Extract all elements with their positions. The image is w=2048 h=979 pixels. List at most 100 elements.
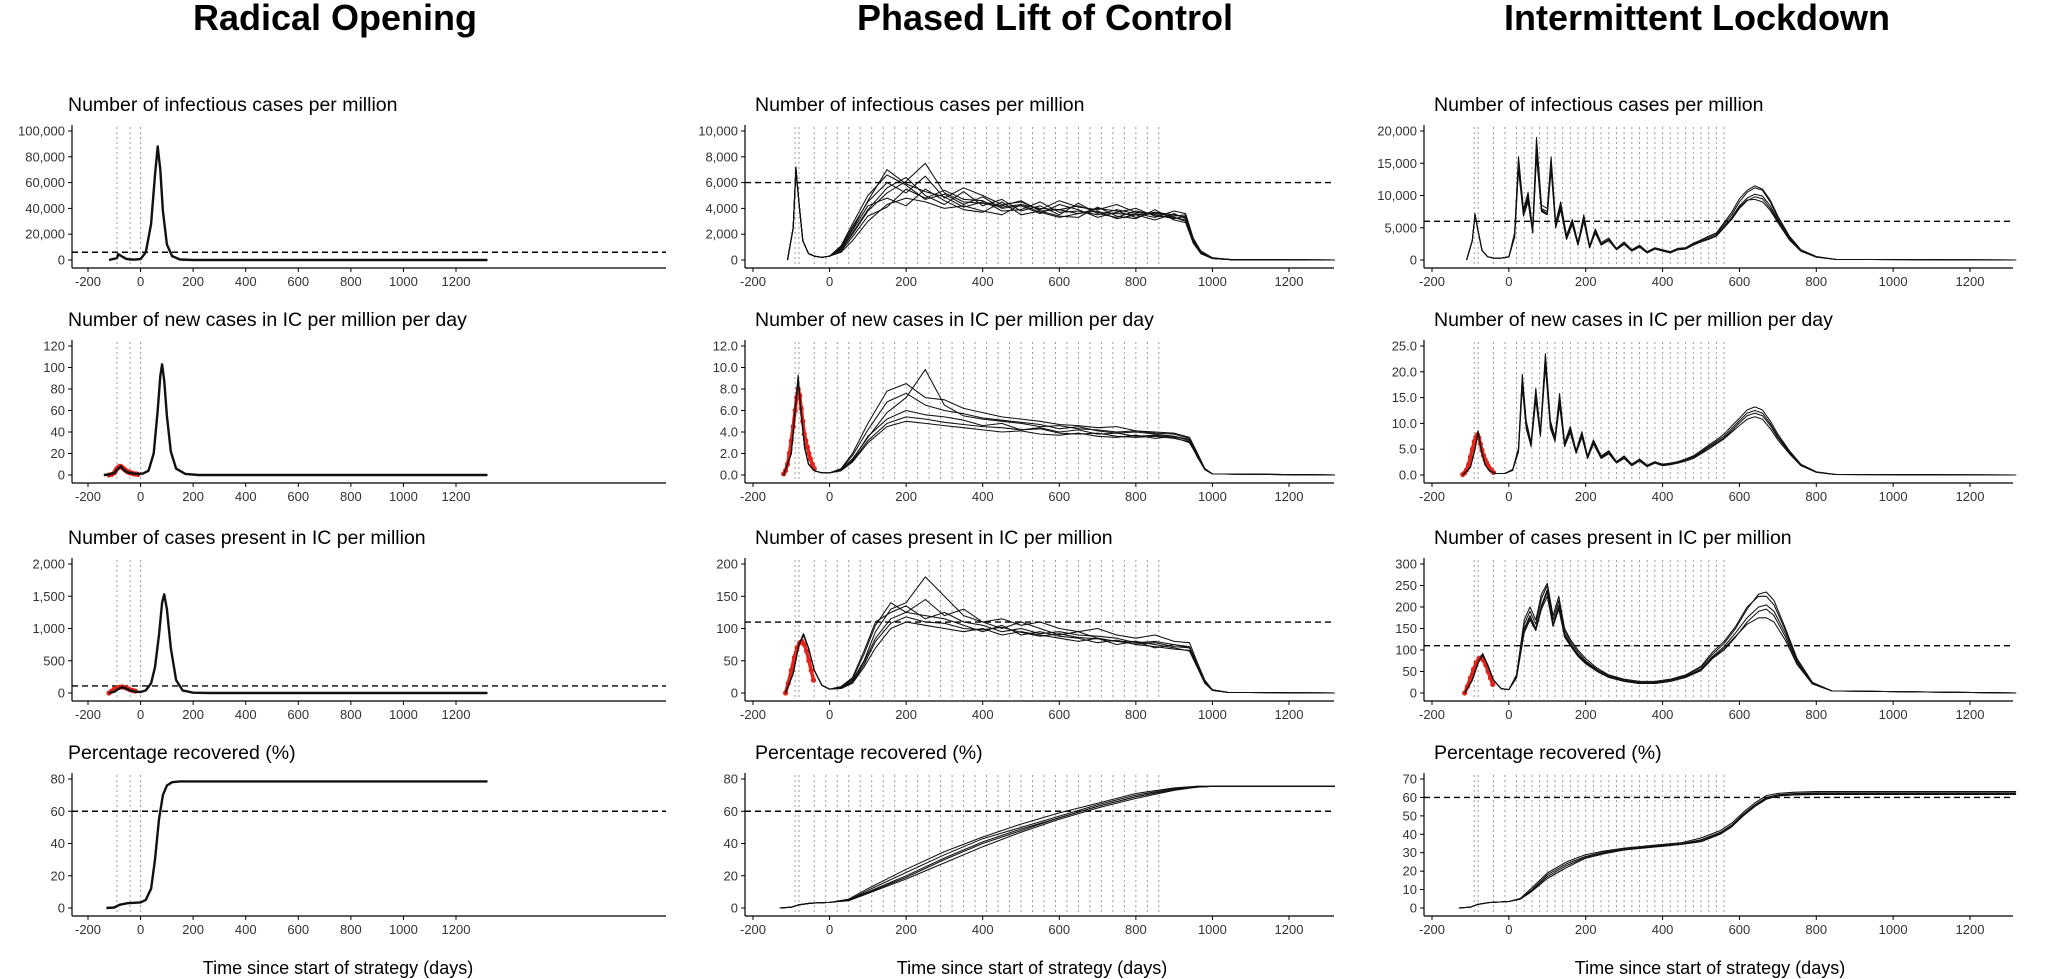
panel-3-2-y-tick-label: 0.0 xyxy=(1399,468,1417,483)
panel-1-4-x-tick-label: 1200 xyxy=(442,922,471,937)
panel-3-1-x-tick-label: 1000 xyxy=(1879,274,1908,289)
panel-1-3-x-tick-label: -200 xyxy=(75,707,101,722)
panel-2-1-x-tick-label: 400 xyxy=(972,274,994,289)
panel-2-2-x-tick-label: 600 xyxy=(1048,489,1070,504)
panel-2-1-x-tick-label: 800 xyxy=(1125,274,1147,289)
column-title-radical-opening: Radical Opening xyxy=(193,0,477,38)
panel-1-2-y-tick-label: 60 xyxy=(51,403,65,418)
panel-2-3-x-tick-label: 600 xyxy=(1048,707,1070,722)
panel-1-4-x-tick-label: 600 xyxy=(287,922,309,937)
panel-2-2-series-1 xyxy=(783,369,1335,476)
panel-1-2-y-tick-label: 100 xyxy=(43,360,65,375)
panel-3-2-x-tick-label: 600 xyxy=(1729,489,1751,504)
panel-3-2-series-4 xyxy=(1462,360,2017,476)
panel-3-2-y-tick-label: 10.0 xyxy=(1392,416,1417,431)
panel-3-1-y-tick-label: 5,000 xyxy=(1384,220,1417,235)
panel-1-1-x-tick-label: 1000 xyxy=(389,274,418,289)
panel-1-4-x-tick-label: 800 xyxy=(340,922,362,937)
panel-3-4-x-tick-label: 200 xyxy=(1575,922,1597,937)
panel-3-4-y-tick-label: 20 xyxy=(1403,864,1417,879)
panel-1-4: Percentage recovered (%) 0 20 40 60 80 -200 0 20… xyxy=(51,742,666,937)
panel-3-4-y-tick-label: 10 xyxy=(1403,882,1417,897)
panel-1-1-x-tick-label: 200 xyxy=(182,274,204,289)
panel-2-2-title: Number of new cases in IC per million pe… xyxy=(755,309,1154,331)
panel-3-1: Number of infectious cases per million 0 5… xyxy=(1377,94,2017,289)
panel-2-2-y-tick-label: 0.0 xyxy=(720,468,738,483)
panel-2-1-x-tick-label: 200 xyxy=(895,274,917,289)
panel-2-1-x-tick-label: -200 xyxy=(740,274,766,289)
panel-1-4-x-tick-label: 400 xyxy=(235,922,257,937)
panel-2-2-x-tick-label: 0 xyxy=(826,489,833,504)
panel-3-3-x-tick-label: 0 xyxy=(1505,707,1512,722)
panel-2-4-series-4 xyxy=(779,785,1335,909)
panel-3-1-series-5 xyxy=(1466,156,2017,261)
panel-3-4-series-2 xyxy=(1458,793,2017,909)
panel-3-2-x-tick-label: 800 xyxy=(1805,489,1827,504)
panel-1-4-series-1 xyxy=(106,780,488,910)
panel-3-1-title: Number of infectious cases per million xyxy=(1434,94,1763,116)
panel-2-2-y-tick-label: 10.0 xyxy=(713,360,738,375)
panel-1-3: Number of cases present in IC per millio… xyxy=(32,527,666,722)
panel-3-3-x-tick-label: 600 xyxy=(1729,707,1751,722)
panel-2-2-x-tick-label: 200 xyxy=(895,489,917,504)
panel-2-2-x-tick-label: -200 xyxy=(740,489,766,504)
panel-2-1-y-tick-label: 8,000 xyxy=(705,149,738,164)
panel-2-2-series-5 xyxy=(783,379,1335,476)
panel-3-2-y-tick-label: 20.0 xyxy=(1392,364,1417,379)
panel-1-3-y-tick-label: 1,000 xyxy=(32,621,65,636)
panel-2-3-y-tick-label: 200 xyxy=(716,557,738,572)
panel-1-3-x-tick-label: 600 xyxy=(287,707,309,722)
panel-3-1-y-tick-label: 0 xyxy=(1410,253,1417,268)
panel-1-3-y-tick-label: 500 xyxy=(43,653,65,668)
panel-2-3-series-3 xyxy=(785,598,1335,694)
panel-2-1-y-tick-label: 0 xyxy=(731,253,738,268)
panel-1-4-y-tick-label: 80 xyxy=(51,772,65,787)
panel-2-4-x-tick-label: 600 xyxy=(1048,922,1070,937)
panel-2-2-x-tick-label: 1000 xyxy=(1198,489,1227,504)
panel-1-1-x-tick-label: 1200 xyxy=(442,274,471,289)
panel-1-3-y-tick-label: 1,500 xyxy=(32,589,65,604)
panel-2-4-y-tick-label: 0 xyxy=(731,901,738,916)
panel-2-3-x-tick-label: 1000 xyxy=(1198,707,1227,722)
panel-3-2-x-tick-label: 1200 xyxy=(1956,489,1985,504)
panel-1-1-title: Number of infectious cases per million xyxy=(68,94,397,116)
panel-1-2-x-tick-label: 400 xyxy=(235,489,257,504)
panel-2-1-x-tick-label: 600 xyxy=(1048,274,1070,289)
panel-1-3-y-tick-label: 2,000 xyxy=(32,557,65,572)
panel-3-4-x-tick-label: -200 xyxy=(1419,922,1445,937)
panel-1-3-title: Number of cases present in IC per millio… xyxy=(68,527,426,549)
panel-3-1-series-2 xyxy=(1466,153,2017,261)
panel-1-1-x-tick-label: 600 xyxy=(287,274,309,289)
panel-2-4-series-2 xyxy=(779,785,1335,909)
panel-2-4-x-tick-label: 200 xyxy=(895,922,917,937)
panel-1-2-y-tick-label: 120 xyxy=(43,339,65,354)
panel-2-2-y-tick-label: 8.0 xyxy=(720,382,738,397)
panel-1-4-title: Percentage recovered (%) xyxy=(68,742,296,764)
panel-1-2-y-tick-label: 40 xyxy=(51,425,65,440)
panel-2-3-x-tick-label: 800 xyxy=(1125,707,1147,722)
panel-3-3-y-tick-label: 150 xyxy=(1395,621,1417,636)
panel-3-4-x-tick-label: 0 xyxy=(1505,922,1512,937)
panel-3-2-x-tick-label: 200 xyxy=(1575,489,1597,504)
panel-2-2-y-tick-label: 2.0 xyxy=(720,446,738,461)
panel-2-3-title: Number of cases present in IC per millio… xyxy=(755,527,1113,549)
panel-1-1-x-tick-label: 0 xyxy=(137,274,144,289)
panel-3-2-title: Number of new cases in IC per million pe… xyxy=(1434,309,1833,331)
x-axis-labels: Time since start of strategy (days) Time… xyxy=(203,958,1845,978)
panel-2-1-title: Number of infectious cases per million xyxy=(755,94,1084,116)
panel-3-2-x-tick-label: 0 xyxy=(1505,489,1512,504)
panel-2-1-x-tick-label: 1000 xyxy=(1198,274,1227,289)
panel-1-3-x-tick-label: 0 xyxy=(137,707,144,722)
panel-2-3-x-tick-label: 400 xyxy=(972,707,994,722)
panel-3-1-x-tick-label: 600 xyxy=(1729,274,1751,289)
panel-3-3-y-tick-label: 50 xyxy=(1403,664,1417,679)
panel-3-1-y-tick-label: 20,000 xyxy=(1377,124,1417,139)
panel-1-2-x-tick-label: 200 xyxy=(182,489,204,504)
panel-2-4-y-tick-label: 80 xyxy=(724,772,738,787)
panel-1-2: Number of new cases in IC per million pe… xyxy=(43,309,666,504)
panel-2-1-y-tick-label: 10,000 xyxy=(698,124,738,139)
panel-3-1-x-tick-label: 0 xyxy=(1505,274,1512,289)
panel-3-4-title: Percentage recovered (%) xyxy=(1434,742,1662,764)
panel-3-2-x-tick-label: 400 xyxy=(1652,489,1674,504)
